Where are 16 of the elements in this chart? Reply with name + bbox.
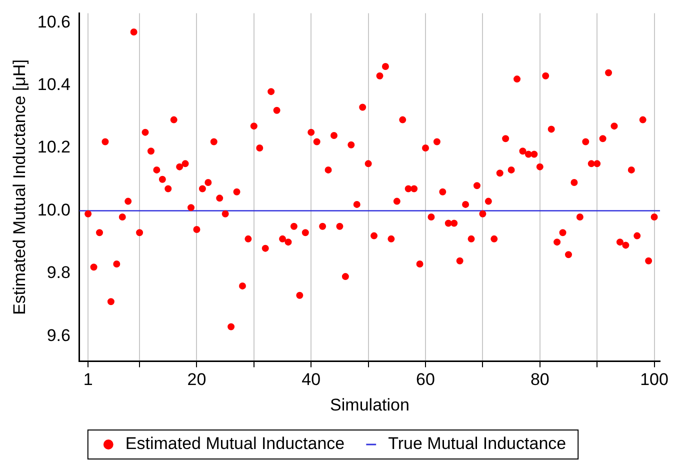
x-axis-title: Simulation — [330, 395, 410, 414]
y-tick-label: 9.6 — [46, 326, 70, 345]
x-tick-label: 1 — [83, 370, 93, 390]
x-tick-label: 80 — [530, 370, 550, 390]
x-tick-label: 20 — [187, 370, 206, 390]
legend-label: True Mutual Inductance — [388, 434, 566, 454]
x-tick-label: 60 — [416, 370, 435, 390]
y-tick-label: 10.0 — [37, 200, 70, 220]
y-axis-title: Estimated Mutual Inductance [μH] — [10, 59, 29, 315]
y-tick-label: 10.4 — [37, 74, 70, 94]
x-tick-label: 40 — [302, 370, 321, 390]
y-tick-label: 9.8 — [46, 263, 70, 282]
x-tick-label: 100 — [640, 370, 668, 390]
y-tick-label: 10.6 — [37, 12, 70, 32]
y-tick-label: 10.2 — [37, 138, 70, 157]
legend-label: Estimated Mutual Inductance — [125, 434, 345, 454]
